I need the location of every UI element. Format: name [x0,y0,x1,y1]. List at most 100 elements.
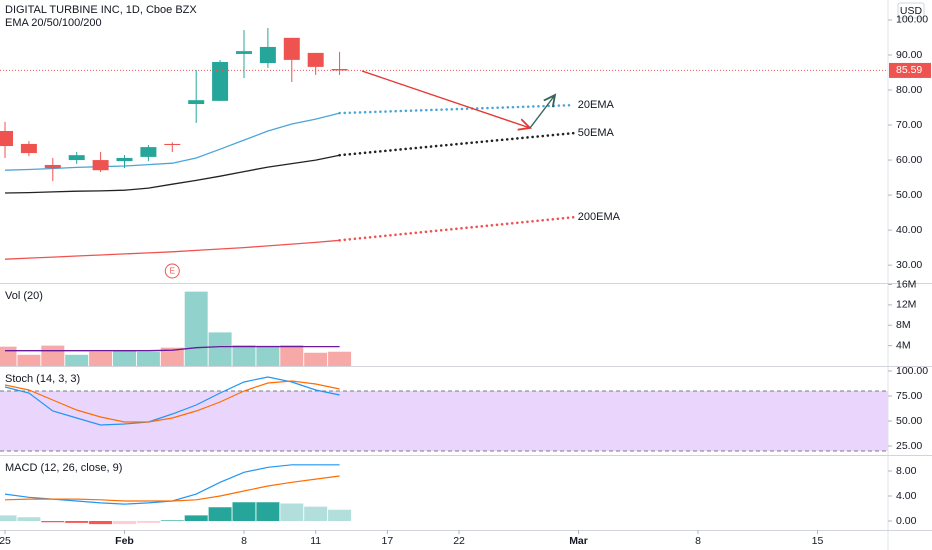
volume-bar [0,346,17,366]
macd-histogram-bar [136,521,160,523]
candle-body [212,61,229,101]
y-tick-label: 40.00 [896,224,922,236]
plot-layer [0,28,888,525]
macd-histogram-bar [232,502,256,521]
macd-histogram-bar [17,517,41,521]
x-tick-label: Feb [115,535,134,547]
y-tick-label: 30.00 [896,259,922,271]
y-tick-label: 4.00 [896,490,917,502]
y-tick-label: 16M [896,278,916,290]
macd-histogram-bar [184,515,208,521]
y-tick-label: 90.00 [896,49,922,61]
macd-histogram-bar [113,521,137,525]
last-price-box [889,62,931,78]
x-tick-label: 22 [453,535,465,547]
volume-bar [89,351,113,366]
x-tick-label: 17 [382,535,394,547]
y-tick-label: 8.00 [896,465,917,477]
ema-line [4,154,340,194]
earnings-label: E [170,267,175,276]
pane-title: MACD (12, 26, close, 9) [5,462,122,474]
candle-body [235,51,252,54]
x-tick-label: 15 [812,535,824,547]
pane-title: Vol (20) [5,290,43,302]
candle-body [68,155,85,161]
y-tick-label: 4M [896,339,911,351]
y-tick-label: 25.00 [896,440,922,452]
last-price-label: 85.59 [896,64,922,76]
candle-body [283,37,300,60]
candle-body [116,157,133,162]
drawn-arrow [529,95,555,129]
candle-body [44,164,61,169]
ema-label: 200EMA [578,211,621,223]
macd-histogram-bar [328,509,352,521]
x-tick-label: 11 [310,535,321,547]
y-tick-label: 0.00 [896,515,917,527]
volume-bar [113,350,137,366]
volume-bar [328,351,352,366]
ema-line [4,239,340,260]
candle-body [164,143,181,146]
macd-histogram-bar [160,520,184,521]
ema-projection [338,131,576,157]
pane-title: Stoch (14, 3, 3) [5,373,80,385]
macd-histogram-bar [89,521,113,525]
volume-bar [184,291,208,366]
volume-bar [65,354,89,366]
candle-body [92,160,109,171]
stoch-band [0,391,888,451]
volume-bar [41,345,65,366]
ema-line [4,112,340,171]
y-tick-label: 75.00 [896,390,922,402]
chart-title: DIGITAL TURBINE INC, 1D, Cboe BZX [5,4,197,16]
x-tick-label: 8 [241,535,247,547]
volume-bar [232,345,256,366]
volume-bar [160,347,184,366]
candle-body [331,68,348,71]
earnings-marker [164,263,180,279]
macd-histogram-bar [65,521,89,523]
candle-body [20,143,37,154]
indicator-line [4,380,340,423]
y-tick-label: 80.00 [896,84,922,96]
ema-projection [338,103,576,115]
candle-body [259,46,276,64]
volume-bar [17,354,41,366]
y-tick-label: 100.00 [896,14,928,26]
indicator-title: EMA 20/50/100/200 [5,17,102,29]
candle-body [307,52,324,67]
currency-box [897,2,925,19]
candle-body [140,147,157,157]
volume-bar [136,351,160,366]
y-tick-label: 12M [896,299,916,311]
macd-histogram-bar [304,506,328,521]
candle-body [0,130,14,147]
x-tick-label: 25 [0,535,11,547]
volume-bar [304,352,328,366]
drawn-arrow [361,70,530,128]
indicator-line [4,376,340,426]
currency: USD [900,5,923,17]
volume-ma [5,345,340,352]
y-tick-label: 70.00 [896,119,922,131]
volume-bar [256,345,280,366]
candle-body [188,100,205,105]
macd-histogram-bar [0,515,17,521]
x-tick-label: 8 [695,535,701,547]
y-tick-label: 100.00 [896,365,928,377]
ema-projection [338,215,576,242]
macd-histogram-bar [256,502,280,521]
y-tick-label: 8M [896,319,911,331]
y-tick-label: 50.00 [896,415,922,427]
indicator-line [4,475,340,502]
y-tick-label: 50.00 [896,189,922,201]
ema-label: 20EMA [578,99,615,111]
macd-histogram-bar [208,507,232,521]
macd-histogram-bar [41,521,65,523]
volume-bar [280,345,304,366]
volume-bar [208,332,232,366]
y-tick-label: 60.00 [896,154,922,166]
